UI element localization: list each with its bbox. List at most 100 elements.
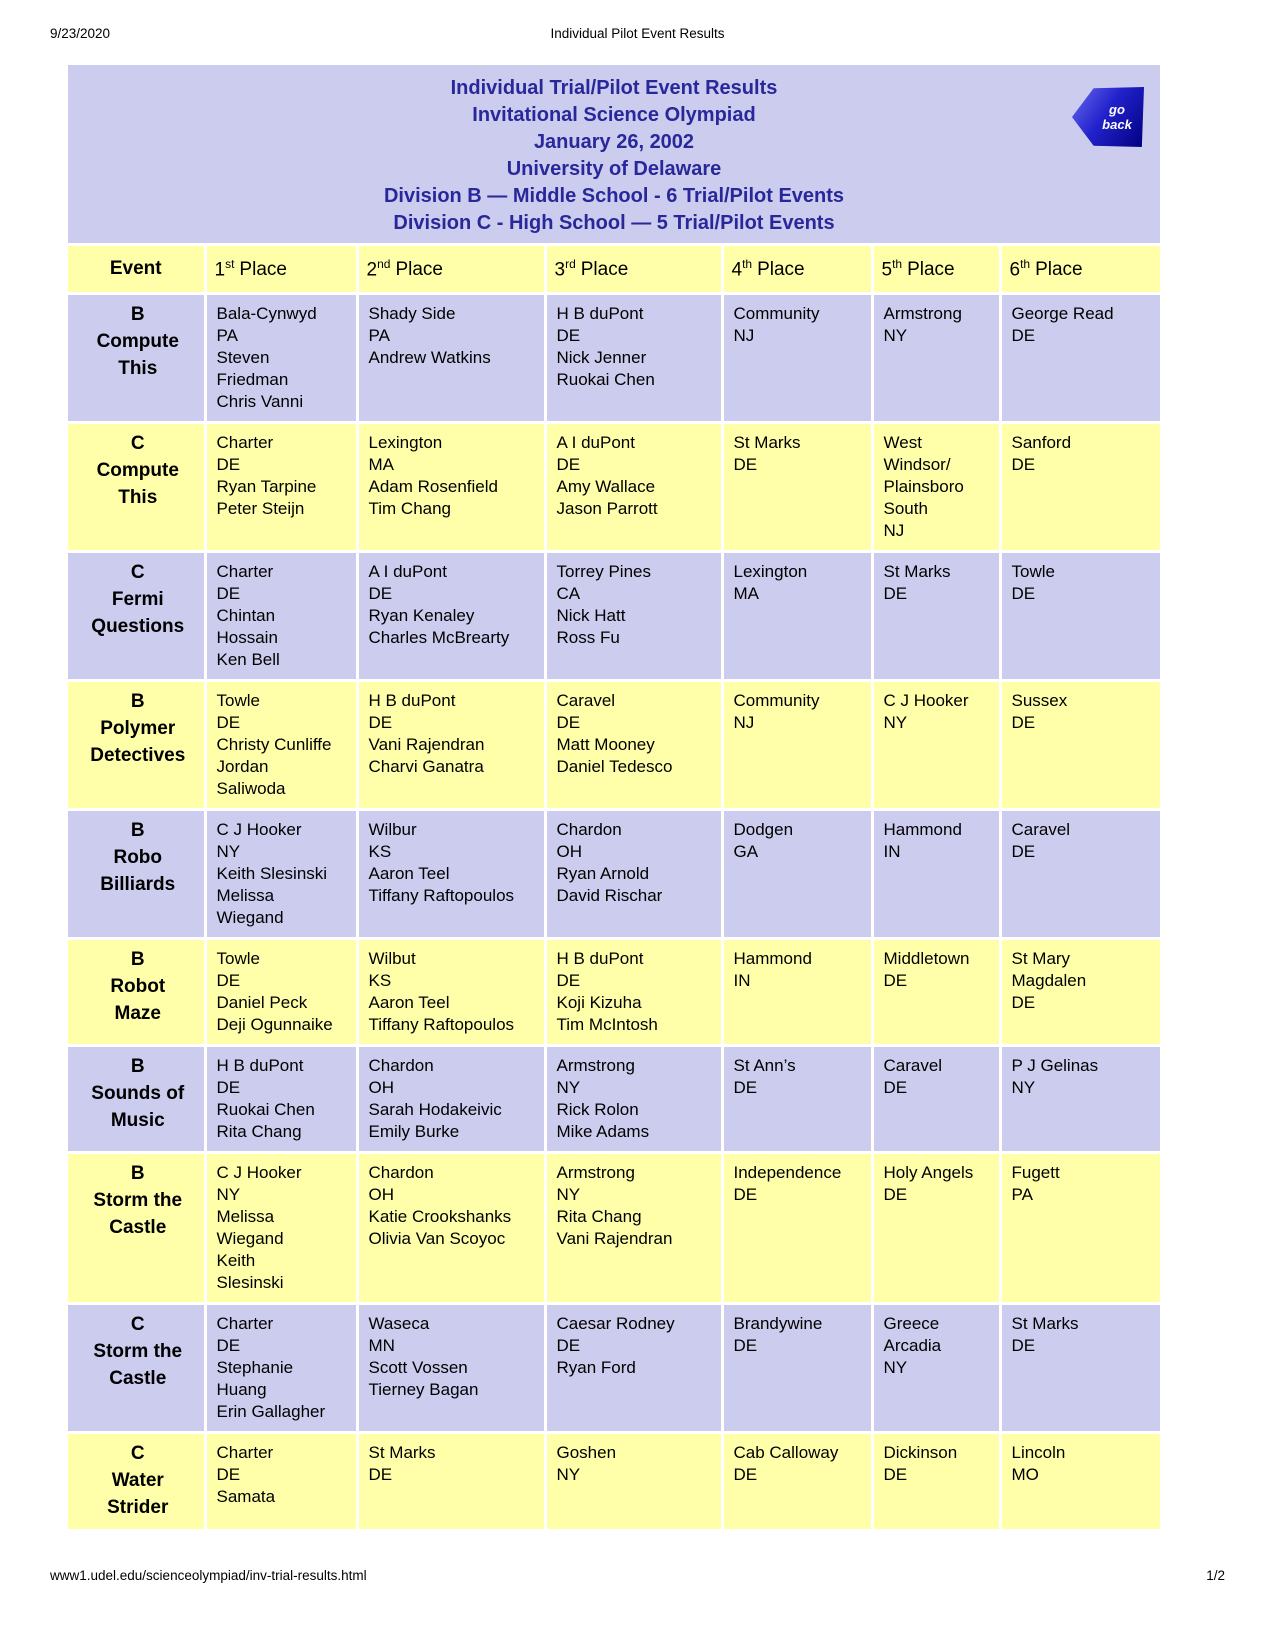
place-cell: Lincoln MO	[998, 1430, 1160, 1529]
place-cell: Caravel DE	[870, 1043, 1002, 1154]
title-subtitle: Invitational Science Olympiad	[472, 104, 756, 126]
place-cell: Bala-Cynwyd PA Steven Friedman Chris Van…	[203, 291, 359, 424]
place-cell: St Marks DE	[355, 1430, 547, 1529]
place-cell: Sanford DE	[998, 420, 1160, 553]
place-cell: Charter DE Samata	[203, 1430, 359, 1529]
place-cell: Towle DE	[998, 549, 1160, 682]
footer-page-number: 1/2	[1206, 1568, 1225, 1583]
place-cell: Armstrong NY Rick Rolon Mike Adams	[543, 1043, 724, 1154]
place-cell: Lexington MA Adam Rosenfield Tim Chang	[355, 420, 547, 553]
place-cell: Holy Angels DE	[870, 1150, 1002, 1305]
column-header-event: Event	[68, 246, 207, 295]
title-block: Individual Trial/Pilot Event Results Inv…	[68, 65, 1160, 243]
place-cell: Community NJ	[720, 291, 874, 424]
place-cell: C J Hooker NY Keith Slesinski Melissa Wi…	[203, 807, 359, 940]
column-header-1st-place: 1st Place	[203, 246, 359, 295]
event-cell: C Fermi Questions	[68, 549, 207, 682]
place-cell: Chardon OH Ryan Arnold David Rischar	[543, 807, 724, 940]
place-cell: Charter DE Stephanie Huang Erin Gallaghe…	[203, 1301, 359, 1434]
place-cell: Chardon OH Sarah Hodakeivic Emily Burke	[355, 1043, 547, 1154]
event-cell: B Sounds of Music	[68, 1043, 207, 1154]
place-cell: H B duPont DE Ruokai Chen Rita Chang	[203, 1043, 359, 1154]
place-cell: Charter DE Chintan Hossain Ken Bell	[203, 549, 359, 682]
column-header-3rd-place: 3rd Place	[543, 246, 724, 295]
column-header-4th-place: 4th Place	[720, 246, 874, 295]
place-cell: A I duPont DE Amy Wallace Jason Parrott	[543, 420, 724, 553]
event-row: B Polymer Detectives Towle DE Christy Cu…	[68, 678, 1160, 811]
event-cell: B Polymer Detectives	[68, 678, 207, 811]
event-cell: B Storm the Castle	[68, 1150, 207, 1305]
place-cell: Sussex DE	[998, 678, 1160, 811]
event-row: C Storm the Castle Charter DE Stephanie …	[68, 1301, 1160, 1434]
place-cell: Wilbut KS Aaron Teel Tiffany Raftopoulos	[355, 936, 547, 1047]
place-cell: Greece Arcadia NY	[870, 1301, 1002, 1434]
place-cell: Dodgen GA	[720, 807, 874, 940]
place-cell: St Mary Magdalen DE	[998, 936, 1160, 1047]
place-cell: West Windsor/ Plainsboro South NJ	[870, 420, 1002, 553]
place-cell: St Marks DE	[870, 549, 1002, 682]
place-cell: H B duPont DE Nick Jenner Ruokai Chen	[543, 291, 724, 424]
place-cell: St Ann’s DE	[720, 1043, 874, 1154]
place-cell: George Read DE	[998, 291, 1160, 424]
place-cell: Armstrong NY	[870, 291, 1002, 424]
place-cell: Waseca MN Scott Vossen Tierney Bagan	[355, 1301, 547, 1434]
event-row: B Robot Maze Towle DE Daniel Peck Deji O…	[68, 936, 1160, 1047]
column-header-6th-place: 6th Place	[998, 246, 1160, 295]
event-row: B Robo Billiards C J Hooker NY Keith Sle…	[68, 807, 1160, 940]
place-cell: Caravel DE	[998, 807, 1160, 940]
place-cell: Towle DE Daniel Peck Deji Ogunnaike	[203, 936, 359, 1047]
place-cell: Fugett PA	[998, 1150, 1160, 1305]
place-cell: St Marks DE	[720, 420, 874, 553]
title-division-c: Division C - High School — 5 Trial/Pilot…	[393, 212, 835, 234]
place-cell: Towle DE Christy Cunliffe Jordan Saliwod…	[203, 678, 359, 811]
place-cell: H B duPont DE Koji Kizuha Tim McIntosh	[543, 936, 724, 1047]
results-table: Event 1st Place 2nd Place 3rd Place 4th Plac…	[68, 246, 1160, 1529]
place-cell: Wilbur KS Aaron Teel Tiffany Raftopoulos	[355, 807, 547, 940]
place-cell: A I duPont DE Ryan Kenaley Charles McBre…	[355, 549, 547, 682]
place-cell: Hammond IN	[870, 807, 1002, 940]
place-cell: C J Hooker NY Melissa Wiegand Keith Sles…	[203, 1150, 359, 1305]
title-university: University of Delaware	[506, 158, 722, 180]
event-row: C Fermi Questions Charter DE Chintan Hos…	[68, 549, 1160, 682]
title-date: January 26, 2002	[533, 131, 695, 153]
event-cell: C Water Strider	[68, 1430, 207, 1529]
footer-url: www1.udel.edu/scienceolympiad/inv-trial-…	[50, 1568, 367, 1583]
place-cell: Cab Calloway DE	[720, 1430, 874, 1529]
place-cell: Shady Side PA Andrew Watkins	[355, 291, 547, 424]
place-cell: Caesar Rodney DE Ryan Ford	[543, 1301, 724, 1434]
event-cell: B Compute This	[68, 291, 207, 424]
place-cell: Middletown DE	[870, 936, 1002, 1047]
results-page: Individual Trial/Pilot Event Results Inv…	[68, 65, 1160, 1529]
place-cell: Chardon OH Katie Crookshanks Olivia Van …	[355, 1150, 547, 1305]
place-cell: Lexington MA	[720, 549, 874, 682]
place-cell: Hammond IN	[720, 936, 874, 1047]
print-date: 9/23/2020	[50, 26, 111, 41]
place-cell: Charter DE Ryan Tarpine Peter Steijn	[203, 420, 359, 553]
print-footer: www1.udel.edu/scienceolympiad/inv-trial-…	[50, 1568, 1225, 1583]
place-cell: Caravel DE Matt Mooney Daniel Tedesco	[543, 678, 724, 811]
event-cell: B Robot Maze	[68, 936, 207, 1047]
column-header-2nd-place: 2nd Place	[355, 246, 547, 295]
place-cell: H B duPont DE Vani Rajendran Charvi Gana…	[355, 678, 547, 811]
column-header-row: Event 1st Place 2nd Place 3rd Place 4th Plac…	[68, 246, 1160, 295]
event-cell: C Storm the Castle	[68, 1301, 207, 1434]
print-header: 9/23/2020 Individual Pilot Event Results	[0, 0, 1275, 65]
place-cell: Independence DE	[720, 1150, 874, 1305]
place-cell: Armstrong NY Rita Chang Vani Rajendran	[543, 1150, 724, 1305]
place-cell: P J Gelinas NY	[998, 1043, 1160, 1154]
page-title: Individual Trial/Pilot Event Results	[450, 77, 778, 99]
event-row: C Water Strider Charter DE Samata St Mar…	[68, 1430, 1160, 1529]
place-cell: Brandywine DE	[720, 1301, 874, 1434]
event-row: B Storm the Castle C J Hooker NY Melissa…	[68, 1150, 1160, 1305]
go-back-icon: go back	[1102, 102, 1132, 132]
column-header-5th-place: 5th Place	[870, 246, 1002, 295]
place-cell: Goshen NY	[543, 1430, 724, 1529]
event-row: C Compute This Charter DE Ryan Tarpine P…	[68, 420, 1160, 553]
event-row: B Compute This Bala-Cynwyd PA Steven Fri…	[68, 291, 1160, 424]
place-cell: Dickinson DE	[870, 1430, 1002, 1529]
place-cell: Community NJ	[720, 678, 874, 811]
print-page-title: Individual Pilot Event Results	[550, 26, 725, 41]
event-cell: B Robo Billiards	[68, 807, 207, 940]
place-cell: C J Hooker NY	[870, 678, 1002, 811]
title-division-b: Division B — Middle School - 6 Trial/Pil…	[383, 185, 845, 207]
